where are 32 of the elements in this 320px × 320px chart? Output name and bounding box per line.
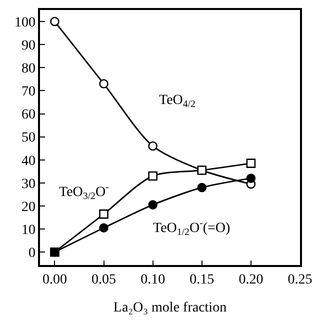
point <box>197 166 207 175</box>
point <box>99 223 108 233</box>
y-tick-label: 70 <box>21 84 36 100</box>
point <box>99 209 108 219</box>
series-label: TeO$_{1/2}$O$^{-}$(=O) <box>153 218 230 238</box>
x-tick-label: 0.25 <box>288 272 312 288</box>
point <box>197 182 207 192</box>
point <box>148 171 158 181</box>
y-tick-label: 30 <box>21 176 36 192</box>
text: TeO$_{4/2}$ <box>159 93 196 110</box>
x-axis-title: La₂O₃ mole fraction <box>113 300 227 316</box>
series-label: TeO$_{3/2}$O$^{-}$ <box>59 182 109 202</box>
x-tick-label: 0.15 <box>190 272 214 288</box>
y-tick-label: 40 <box>21 154 36 169</box>
x-tick-label: 0.00 <box>42 272 67 288</box>
y-tick-label: 60 <box>21 108 36 123</box>
y-tick-label: 80 <box>21 62 36 77</box>
x-tick-label: 0.05 <box>92 272 116 288</box>
y-tick-label: 20 <box>21 200 36 215</box>
y-tick-label: 0 <box>28 246 36 261</box>
y-tick-label: 90 <box>21 38 36 54</box>
y-tick-label: 100 <box>14 15 36 30</box>
point <box>246 158 256 168</box>
y-tick-label: 50 <box>21 130 36 146</box>
point <box>50 16 60 26</box>
point <box>148 141 158 151</box>
y-tick-label: 10 <box>21 222 36 238</box>
point <box>246 174 256 183</box>
x-tick-label: 0.10 <box>140 272 166 288</box>
point <box>99 79 108 88</box>
point <box>148 200 158 210</box>
x-tick-label: 0.20 <box>238 272 264 288</box>
